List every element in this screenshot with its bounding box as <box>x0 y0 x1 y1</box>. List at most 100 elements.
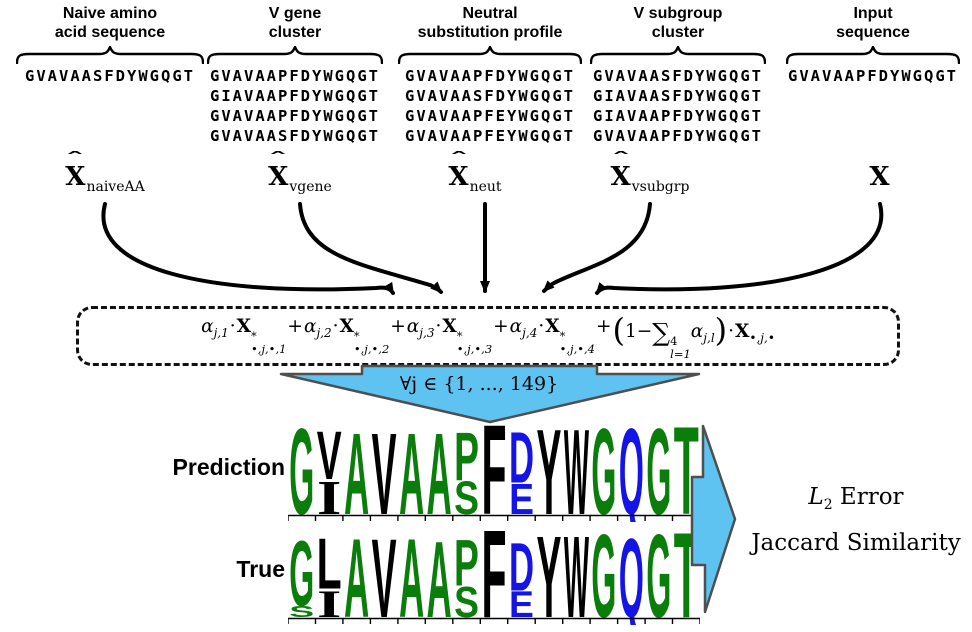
var-subscript: vgene <box>289 179 332 195</box>
logo-letter-A: A <box>344 419 369 522</box>
down-arrow-icon <box>279 364 701 424</box>
prediction-sequence-logo: G IV A V A A SP F ED Y W G Q G T <box>288 419 700 522</box>
sequence-line: GVAVAAPFEYWGQGT <box>405 107 575 125</box>
var-symbol: X <box>268 162 289 192</box>
column-header: V subgroup cluster <box>586 4 770 42</box>
header-line: V gene <box>268 5 322 22</box>
header-line: substitution profile <box>417 24 563 41</box>
overbrace-icon <box>590 46 766 64</box>
header-line: Neutral <box>462 5 518 22</box>
sequence-line: GVAVAASFDYWGQGT <box>405 87 575 105</box>
sequence-list: GVAVAASFDYWGQGT GIAVAASFDYWGQGT GIAVAAPF… <box>586 66 770 146</box>
sequence-line: GIAVAASFDYWGQGT <box>593 87 763 105</box>
flow-arrow-input <box>595 202 884 295</box>
sequence-line: GVAVAAPFDYWGQGT <box>210 107 380 125</box>
column-header: Neutral substitution profile <box>392 4 588 42</box>
logo-letter-S: S <box>454 472 479 522</box>
hat-icon: ˆ <box>448 149 469 168</box>
header-line: Naive amino <box>62 5 158 22</box>
output-metrics: L2 Error Jaccard Similarity <box>742 478 970 562</box>
true-label: True <box>236 556 285 582</box>
var-symbol: X <box>448 162 469 192</box>
logo-letter-Q: Q <box>619 522 644 625</box>
brace-path <box>207 46 383 64</box>
column-vgene: V gene cluster GVAVAAPFDYWGQGT GIAVAAPFD… <box>203 4 387 146</box>
var-label-vsubgrp: ˆ Xvsubgrp <box>580 149 720 195</box>
formula-term: αj,3·X * •,j,•,3 + <box>406 316 509 356</box>
header-line: cluster <box>651 24 705 41</box>
logo-letter-W: W <box>564 522 589 625</box>
formula-residual-term: (1−∑ 4 l=1 αj,l)·X•,j,• <box>612 311 775 361</box>
var-label-vgene: ˆ Xvgene <box>240 149 360 195</box>
brace-path <box>786 46 960 64</box>
logo-letter-A: A <box>427 522 452 625</box>
brace-path <box>16 46 204 64</box>
var-subscript: vsubgrp <box>631 179 690 195</box>
logo-letter-V: V <box>317 419 342 494</box>
column-vsubgroup: V subgroup cluster GVAVAASFDYWGQGT GIAVA… <box>586 4 770 146</box>
overbrace-icon <box>786 46 960 64</box>
var-subscript: neut <box>469 179 502 195</box>
logo-letter-Q: Q <box>619 419 644 522</box>
hat-icon: ˆ <box>65 149 85 168</box>
column-header: Input sequence <box>780 4 966 42</box>
var-symbol: X <box>610 162 631 192</box>
flow-arrow-vsubgrp <box>542 202 652 293</box>
logo-letter-L: L <box>317 524 342 604</box>
logo-letter-F: F <box>481 522 506 625</box>
formula-term: αj,1·X * •,j,•,1 + <box>201 316 303 356</box>
column-neutral: Neutral substitution profile GVAVAAPFDYW… <box>392 4 588 146</box>
l2-error-line: L2 Error <box>808 484 904 513</box>
brace-path <box>590 46 766 64</box>
output-arrow <box>690 424 737 614</box>
hat-icon: ˆ <box>611 149 631 168</box>
sequence-list: GVAVAAPFDYWGQGT <box>780 66 966 86</box>
logo-letter-Y: Y <box>536 419 561 522</box>
right-arrow-icon <box>690 424 737 614</box>
logo-letter-P: P <box>454 419 479 495</box>
logo-letter-D: D <box>509 419 534 499</box>
column-header: V gene cluster <box>203 4 387 42</box>
var-symbol: X <box>65 162 86 192</box>
sequence-list: GVAVAAPFDYWGQGT GIAVAAPFDYWGQGT GVAVAAPF… <box>203 66 387 146</box>
header-line: V subgroup <box>633 5 723 22</box>
logo-letter-A: A <box>399 419 424 522</box>
logo-letter-A: A <box>427 419 452 522</box>
logo-letter-V: V <box>372 419 397 522</box>
logo-letter-S: S <box>454 577 479 625</box>
var-label-input: ˆX <box>845 162 915 195</box>
var-label-neut: ˆ Xneut <box>415 149 535 195</box>
sequence-line: GIAVAAPFDYWGQGT <box>593 107 763 125</box>
var-symbol: X <box>869 162 890 192</box>
logo-letter-A: A <box>399 522 424 625</box>
logo-letter-V: V <box>372 522 397 625</box>
logo-letter-P: P <box>454 527 479 601</box>
sequence-line: GVAVAAPFDYWGQGT <box>405 67 575 85</box>
overbrace-icon <box>398 46 582 64</box>
sequence-list: GVAVAAPFDYWGQGT GVAVAASFDYWGQGT GVAVAAPF… <box>392 66 588 146</box>
logo-letter-I: I <box>317 471 341 522</box>
var-subscript: naiveAA <box>86 179 145 195</box>
logo-letter-F: F <box>481 419 506 522</box>
sequence-line: GVAVAAPFDYWGQGT <box>210 67 380 85</box>
overbrace-icon <box>207 46 383 64</box>
formula-term: αj,2·X * •,j,•,2 + <box>303 316 406 356</box>
foreach-banner-arrow: ∀j ∈ {1, ..., 149} <box>279 364 701 424</box>
sequence-line: GVAVAAPFDYWGQGT <box>593 127 763 145</box>
overbrace-icon <box>16 46 204 64</box>
sequence-list: GVAVAASFDYWGQGT <box>12 66 208 86</box>
sequence-line: GVAVAASFDYWGQGT <box>210 127 380 145</box>
sequence-line: GIAVAAPFDYWGQGT <box>210 87 380 105</box>
column-input: Input sequence GVAVAAPFDYWGQGT <box>780 4 966 86</box>
logo-letter-G: G <box>591 522 616 625</box>
brace-path <box>398 46 582 64</box>
flow-arrow-vgene <box>298 202 443 294</box>
logo-letter-E: E <box>509 474 534 522</box>
flow-arrow-naiveaa <box>101 202 395 295</box>
prediction-label: Prediction <box>172 454 285 480</box>
header-line: Input <box>853 5 893 22</box>
logo-letter-A: A <box>344 522 369 625</box>
logo-letter-G: G <box>289 419 314 522</box>
sequence-line: GVAVAAPFEYWGQGT <box>405 127 575 145</box>
